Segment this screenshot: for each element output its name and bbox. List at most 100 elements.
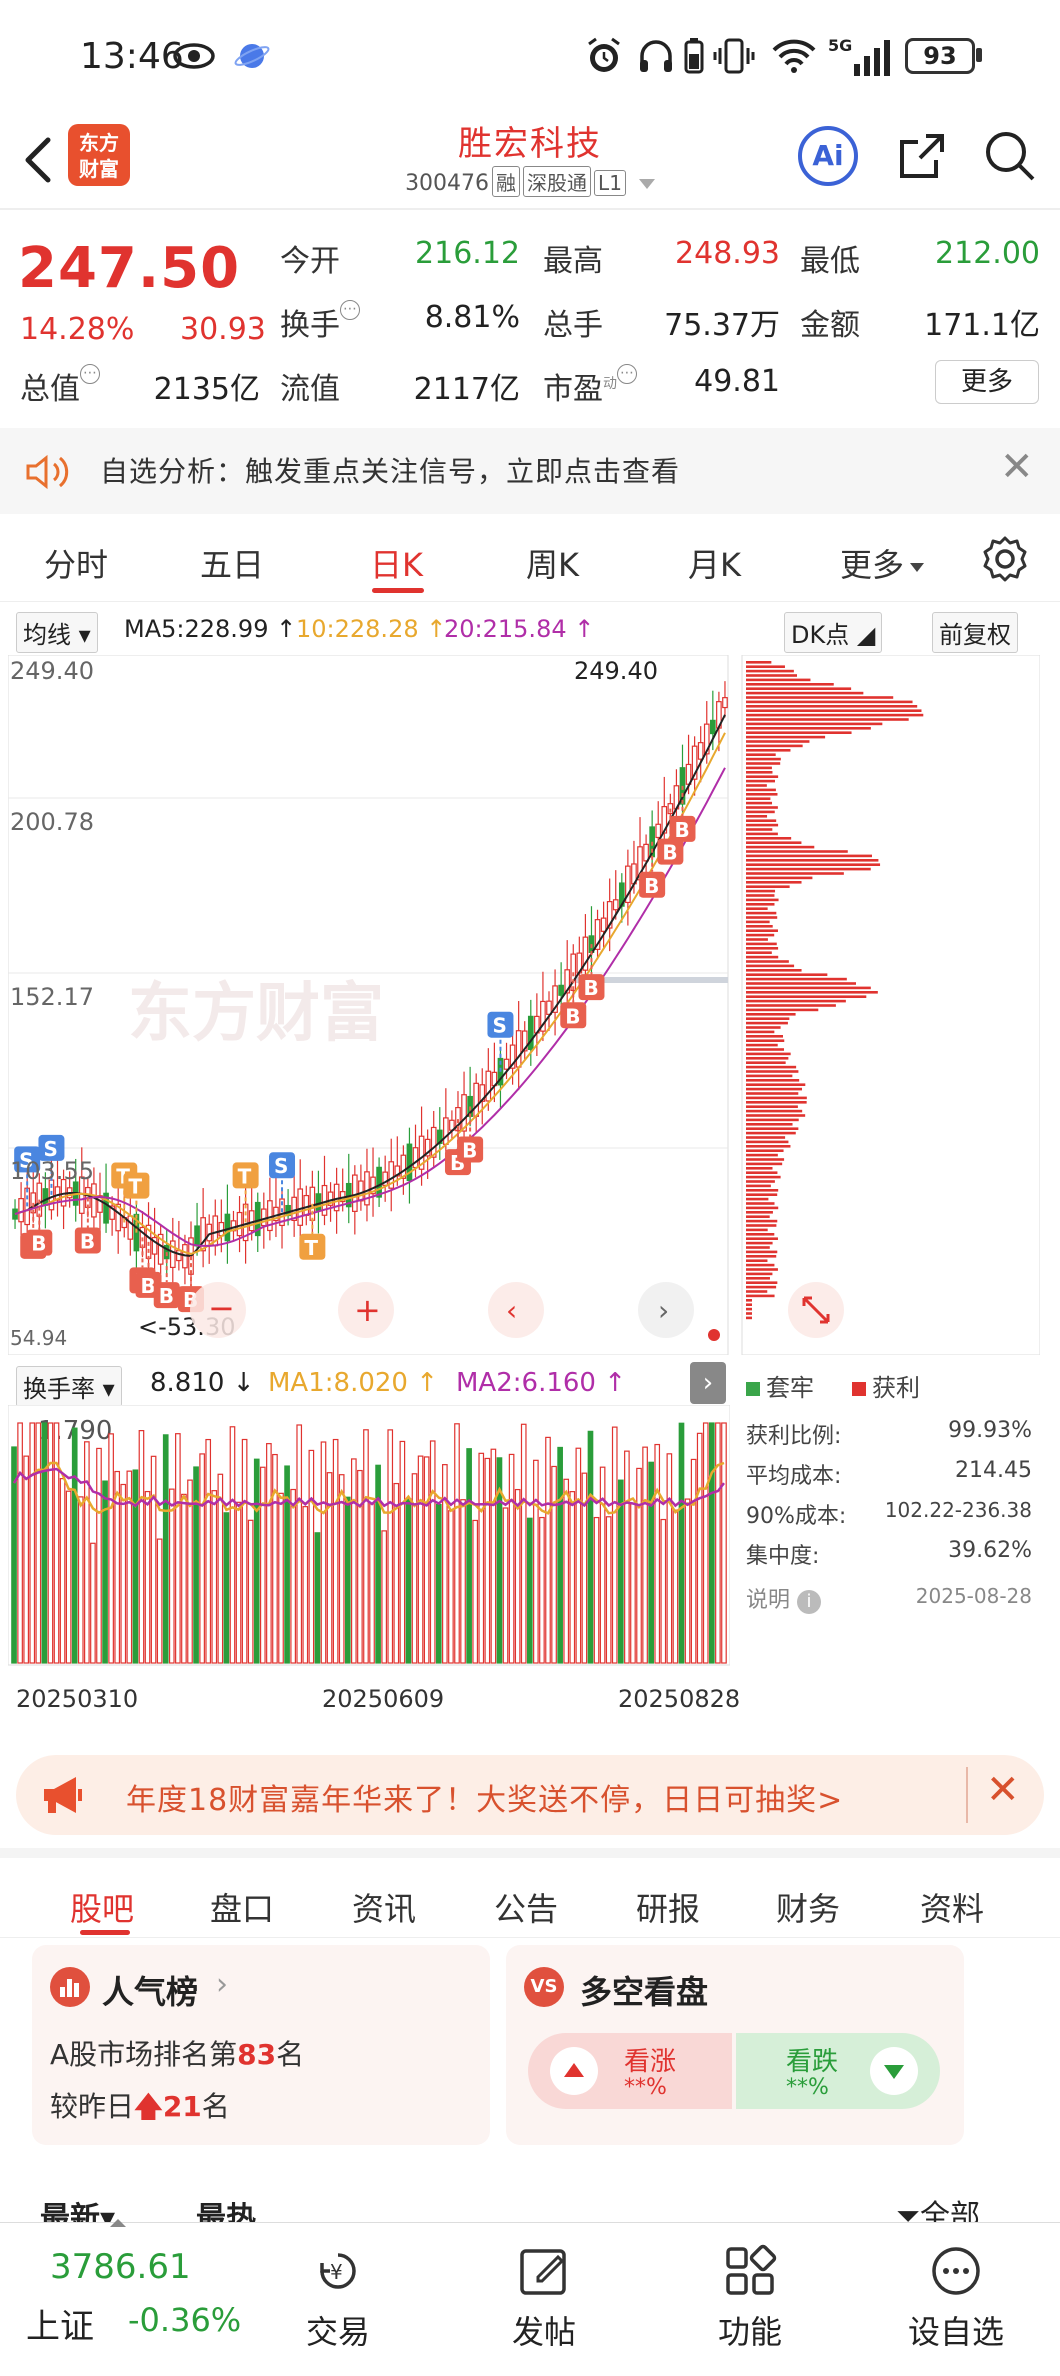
chip-bar: [746, 991, 878, 994]
tab-finance[interactable]: 财务: [776, 1890, 841, 1928]
trade-marker: [457, 1136, 484, 1163]
trade-marker: [269, 1152, 296, 1179]
sentiment-card[interactable]: VS 多空看盘 看涨 **% 看跌 **%: [506, 1945, 964, 2145]
notice-bar[interactable]: 自选分析：触发重点关注信号，立即点击查看 ✕: [0, 428, 1060, 514]
sentiment-title: 多空看盘: [580, 1973, 709, 2011]
close-icon[interactable]: ✕: [986, 1767, 1020, 1813]
turnover-bar: [138, 1430, 145, 1664]
battery-tip: [976, 48, 982, 62]
popularity-card[interactable]: 人气榜 › A股市场排名第83名 较昨日🡅21名: [32, 1945, 490, 2145]
index-name[interactable]: 上证: [26, 2307, 94, 2347]
stock-code-row[interactable]: 300476 融深股通 L1: [0, 166, 1060, 197]
chip-note[interactable]: 说明 i: [746, 1582, 822, 1614]
tab-more[interactable]: 更多: [840, 540, 925, 586]
tab-order-book[interactable]: 盘口: [210, 1890, 275, 1928]
indicator-selector[interactable]: 换手率 ▾: [16, 1366, 122, 1407]
chip-bar: [746, 995, 867, 998]
tab-monthly-k[interactable]: 月K: [688, 546, 741, 584]
bear-vote-button[interactable]: 看跌 **%: [736, 2033, 940, 2109]
candle-body: [260, 1208, 267, 1227]
turnover-bars: [11, 1422, 727, 1664]
open-value: 216.12: [415, 236, 520, 271]
tab-weekly-k[interactable]: 周K: [526, 546, 579, 584]
panel-toggle-icon[interactable]: ›: [690, 1362, 726, 1404]
dk-point-selector[interactable]: DK点 ◢: [784, 612, 883, 653]
change-amount: 30.93: [180, 312, 266, 347]
chip-bar: [746, 863, 881, 866]
trade-marker: [657, 838, 684, 865]
close-icon[interactable]: ✕: [1000, 444, 1034, 490]
expand-icon: [788, 1282, 844, 1338]
trade-marker-letter: B: [31, 1232, 46, 1256]
candle-body: [206, 1223, 213, 1242]
info-icon[interactable]: ⋯: [617, 364, 637, 384]
turnover-bar: [715, 1422, 721, 1664]
candle-body: [321, 1184, 328, 1216]
index-value[interactable]: 3786.61: [50, 2247, 191, 2287]
info-icon[interactable]: ⋯: [80, 364, 100, 384]
tag-level: L1: [594, 170, 626, 196]
chip-bar: [746, 898, 779, 902]
trade-marker-letter: B: [662, 841, 677, 865]
candlestick-chart[interactable]: 东方财富 SSBBBTTBBBBTSTBBSBBBBB 249.40 200.7…: [8, 655, 1040, 1355]
date-start: 20250310: [16, 1685, 139, 1713]
bull-vote-button[interactable]: 看涨 **%: [528, 2033, 732, 2109]
post-label: 发帖: [511, 2313, 576, 2351]
ai-button[interactable]: Ai: [798, 126, 858, 186]
tab-announcements[interactable]: 公告: [494, 1890, 559, 1928]
tab-profile[interactable]: 资料: [920, 1890, 985, 1928]
chip-bar: [746, 1052, 791, 1056]
tab-intraday[interactable]: 分时: [44, 546, 109, 584]
trade-marker: [560, 1002, 587, 1029]
tab-five-day[interactable]: 五日: [200, 546, 265, 584]
share-icon[interactable]: [892, 126, 952, 186]
signal-icon: 5G: [828, 36, 898, 80]
back-button[interactable]: [18, 130, 58, 190]
tab-research[interactable]: 研报: [636, 1890, 701, 1928]
low-label: 最低: [800, 244, 860, 279]
post-button[interactable]: 发帖: [474, 2243, 614, 2353]
promo-banner[interactable]: 年度18财富嘉年华来了！大奖送不停，日日可抽奖> ✕: [16, 1755, 1044, 1835]
logo-line-2: 财富: [79, 157, 119, 181]
chip-bar: [746, 1127, 799, 1130]
tab-daily-k[interactable]: 日K: [370, 546, 423, 584]
function-button[interactable]: 功能: [680, 2243, 820, 2353]
chip-bar: [746, 678, 811, 682]
pe-label[interactable]: 市盈动⋯: [543, 364, 637, 408]
turnover-label[interactable]: 换手 ⋯: [280, 300, 360, 344]
index-change[interactable]: -0.36%: [128, 2301, 242, 2339]
candle-body: [97, 1195, 103, 1213]
ma10-line: [14, 732, 726, 1255]
chip-bar: [746, 1175, 781, 1179]
change-percent: 14.28%: [20, 312, 135, 347]
app-logo[interactable]: 东方 财富: [68, 124, 130, 186]
trade-button[interactable]: ¥ 交易: [268, 2243, 408, 2353]
search-icon[interactable]: [980, 126, 1040, 186]
ma-selector[interactable]: 均线 ▾: [16, 612, 98, 653]
candle-body: [115, 1203, 122, 1232]
info-icon[interactable]: ⋯: [340, 300, 360, 320]
chip-bar: [746, 881, 802, 884]
candle-body: [315, 1193, 322, 1211]
chip-bar: [746, 850, 848, 853]
turnover-bar: [605, 1516, 612, 1664]
adjust-selector[interactable]: 前复权: [932, 612, 1018, 653]
add-watchlist-button[interactable]: 设自选: [886, 2243, 1026, 2353]
candle-body: [418, 1135, 425, 1170]
turnover-chart[interactable]: 1.790: [8, 1405, 730, 1705]
chip-bar: [746, 806, 778, 809]
market-cap-label[interactable]: 总值 ⋯: [20, 364, 100, 408]
chip-bar: [746, 916, 778, 919]
eye-icon: [172, 36, 215, 76]
tab-news[interactable]: 资讯: [352, 1890, 417, 1928]
gear-icon[interactable]: [980, 534, 1030, 584]
candle-body: [661, 806, 668, 834]
turnover-bar: [551, 1465, 557, 1664]
candle-body: [691, 745, 698, 780]
caret-up-icon[interactable]: [110, 2219, 126, 2227]
tab-forum[interactable]: 股吧: [70, 1890, 135, 1928]
chip-bar: [746, 1026, 781, 1029]
chip-bar: [746, 1180, 775, 1183]
turnover-bar: [259, 1466, 266, 1664]
more-quote-button[interactable]: 更多: [935, 360, 1039, 404]
